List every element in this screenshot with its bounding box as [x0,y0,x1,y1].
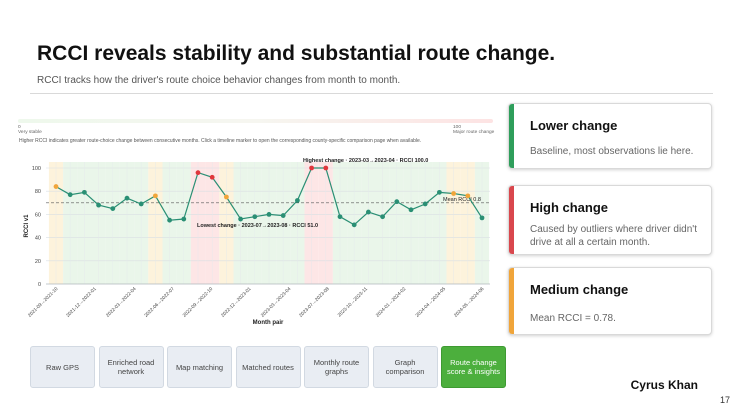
step-monthly-route-graphs[interactable]: Monthly route graphs [304,346,369,388]
rcci-point [82,189,87,195]
rcci-point [167,217,173,223]
card-accent-bar [509,104,514,168]
card-title: Medium change [530,282,629,297]
rcci-line-chart: 0 20 40 60 80 100 Mean RCCI 0.8 Highest change … [24,158,490,326]
rcci-point [366,209,371,215]
step-map-matching[interactable]: Map matching [167,346,232,388]
card-lower-change: Lower change Baseline, most observations… [508,103,712,169]
card-body: Baseline, most observations lie here. [530,146,694,157]
page-number: 17 [719,395,730,405]
card-body: Caused by outliers where driver didn't d… [530,224,697,248]
rcci-point [280,213,286,218]
x-tick-label: 2023-10→2023-11 [337,286,370,319]
x-tick-label: 2022-12→2023-01 [220,286,253,319]
y-tick-label: 60 [35,212,41,218]
card-accent-bar [509,186,514,254]
title-divider [30,93,713,94]
rcci-point [110,206,116,211]
y-tick-label: 0 [38,282,41,288]
rcci-point [323,165,329,171]
rcci-point [266,212,272,217]
slide-subtitle: RCCI tracks how the driver's route choic… [37,75,401,86]
card-medium-change: Medium change Mean RCCI = 0.78. [508,267,712,335]
scale-max: 100 Major route change [453,125,494,135]
scale-min: 0 Very stable [18,125,42,135]
x-tick-label: 2024-04→2024-05 [415,286,448,319]
x-tick-label: 2023-07→2023-08 [298,286,331,319]
rcci-point [96,202,101,208]
rcci-point [252,214,258,220]
rcci-point [138,201,144,207]
author-name: Cyrus Khan [630,378,698,392]
step-graph-comparison[interactable]: Graph comparison [372,346,438,388]
scale-gradient [18,119,493,123]
step-raw-gps[interactable]: Raw GPS [30,346,95,388]
rcci-point [153,193,158,199]
x-tick-label: 2024-05→2024-06 [453,286,486,319]
rcci-point [124,195,130,201]
rcci-point [465,193,471,199]
rcci-point [195,170,201,176]
annotation-highest: Highest change · 2023-03→2023-04 · RCCI … [303,158,428,164]
rcci-scale-legend: 0 Very stable 100 Major route change [16,114,496,135]
rcci-point [238,216,244,222]
mean-label: Mean RCCI 0.8 [443,197,481,203]
card-title: Lower change [530,118,618,133]
annotation-lowest: Lowest change · 2023-07→2023-08 · RCCI 5… [197,223,318,229]
rcci-point [437,189,442,195]
rcci-point [181,216,187,222]
y-tick-label: 40 [35,236,41,242]
rcci-point [451,191,456,196]
card-accent-bar [509,268,514,334]
scale-max-label: Major route change [453,130,495,135]
rcci-point [337,214,343,220]
x-tick-label: 2022-06→2022-07 [143,286,176,319]
slide-title: RCCI reveals stability and substantial r… [37,42,556,65]
rcci-point [53,184,59,189]
rcci-point [422,201,428,207]
rcci-point [309,165,314,171]
scale-max-value: 100 [453,125,462,130]
y-axis-label: RCCI v1 [24,214,30,238]
x-axis-label: Month pair [253,320,284,326]
y-tick-label: 100 [32,166,41,172]
x-tick-label: 2022-03→2022-04 [105,286,138,319]
chart-note: Higher RCCI indicates greater route-choi… [19,138,422,144]
rcci-point [394,199,400,205]
rcci-point [408,207,414,213]
x-tick-label: 2022-09→2022-10 [182,286,215,319]
rcci-point [224,194,229,200]
y-tick-label: 80 [35,189,41,195]
rcci-point [67,192,73,198]
rcci-point [209,174,215,180]
card-high-change: High change Caused by outliers where dri… [508,185,712,255]
card-body: Mean RCCI = 0.78. [530,313,616,324]
scale-min-label: Very stable [18,130,42,135]
x-tick-label: 2021-09→2021-10 [27,286,60,319]
rcci-point [380,214,385,220]
step-matched-routes[interactable]: Matched routes [235,346,301,388]
x-tick-label: 2023-03→2023-04 [260,286,293,319]
rcci-chart-panel: 0 Very stable 100 Major route change Hig… [16,114,496,334]
scale-min-value: 0 [18,125,21,130]
y-tick-label: 20 [35,259,41,265]
rcci-point [295,198,300,203]
x-tick-label: 2024-01→2024-02 [375,286,408,319]
rcci-point [479,215,485,221]
step-enriched-road-network[interactable]: Enriched road network [98,346,164,388]
rcci-point [351,222,357,228]
x-tick-label: 2021-12→2022-01 [65,286,98,319]
card-title: High change [530,200,609,215]
step-route-change-score[interactable]: Route change score & insights [441,346,506,388]
